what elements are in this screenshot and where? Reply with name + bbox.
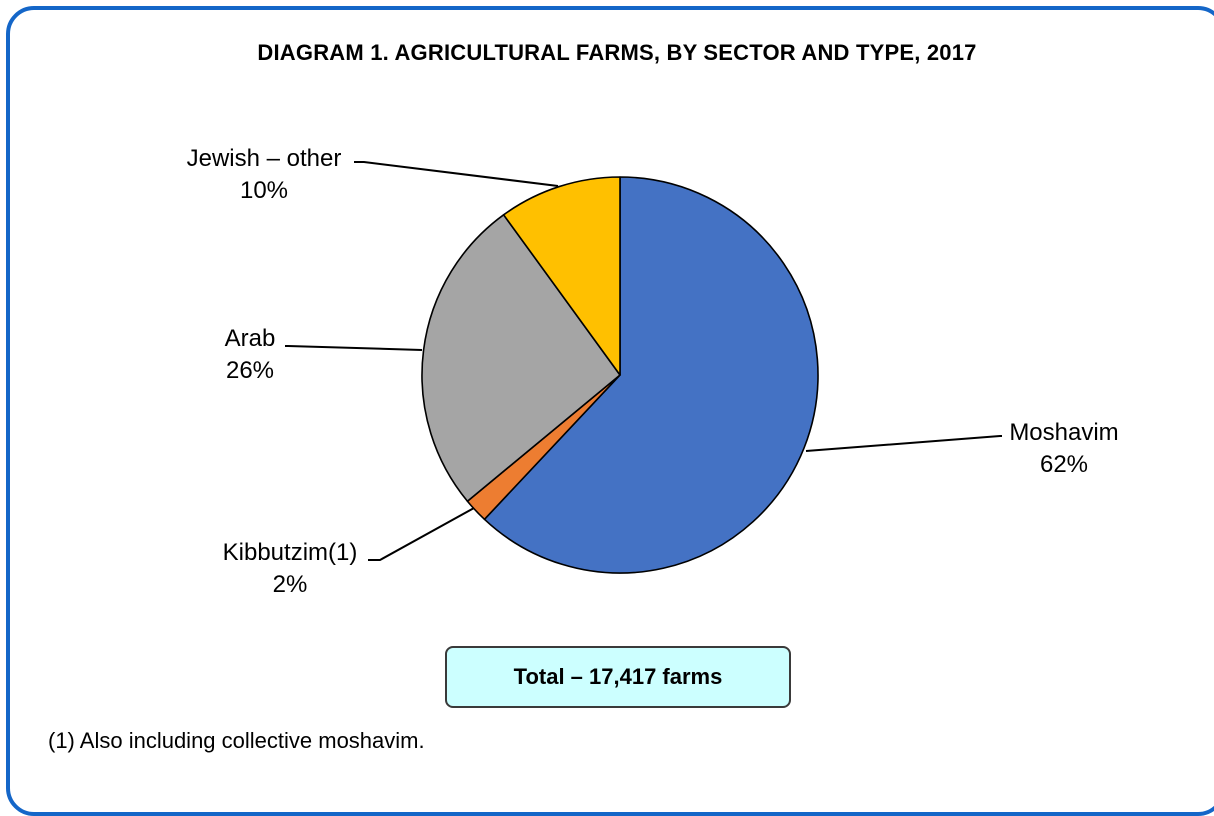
slice-label-value: 26% [226,357,274,384]
slice-label-name: Kibbutzim(1) [223,539,358,566]
slice-label-name: Arab [225,325,276,352]
slice-label-value: 10% [240,177,288,204]
slice-label-value: 2% [273,571,308,598]
slice-label-value: 62% [1040,451,1088,478]
total-farms-box: Total – 17,417 farms [445,646,791,708]
slice-labels: Moshavim 62% Kibbutzim(1) 2% Arab 26% Jewish –… [187,145,1119,598]
pie-slice-jewish-other [502,176,621,376]
pie-slice-arab [421,214,621,503]
leader-line-1 [805,435,1002,452]
leader-lines [285,161,1002,561]
leader-line-2 [368,507,475,561]
total-farms-label: Total – 17,417 farms [513,664,723,689]
pie-slices [421,176,819,574]
leader-line-3 [285,345,423,351]
slice-label-name: Jewish – other [187,145,342,172]
pie-slice-moshavim [483,176,819,574]
chart-title: DIAGRAM 1. AGRICULTURAL FARMS, BY SECTOR… [257,40,977,65]
leader-line-4 [354,161,559,187]
slice-label-name: Moshavim [1009,419,1118,446]
footnote: (1) Also including collective moshavim. [48,728,425,753]
